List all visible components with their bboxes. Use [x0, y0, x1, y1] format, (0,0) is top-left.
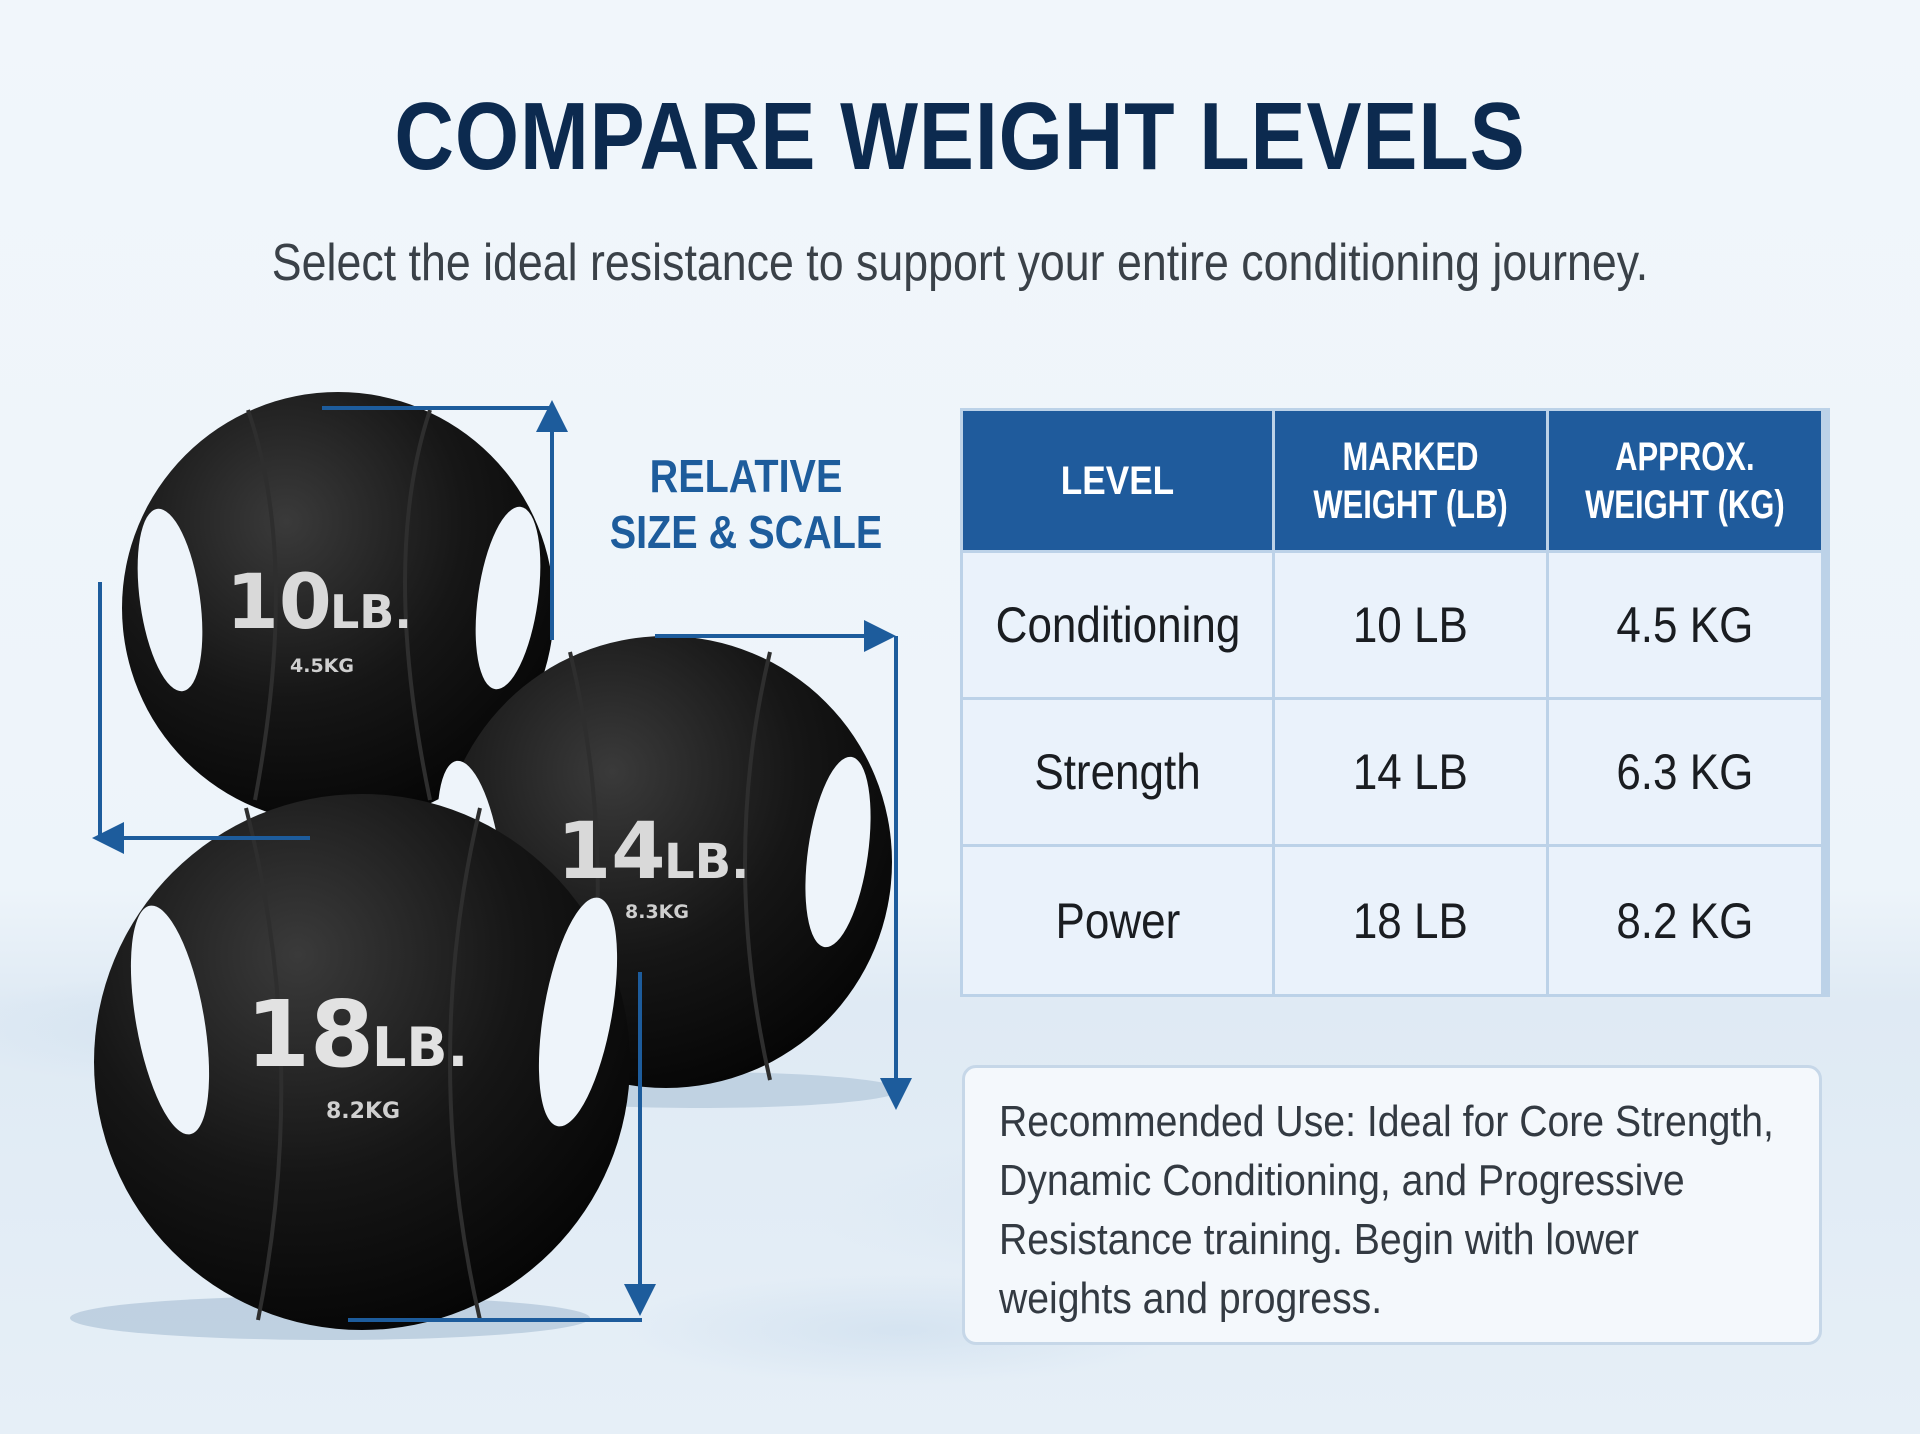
ball-weight-kg: 8.3KG	[625, 901, 689, 923]
relative-size-label-line2: SIZE & SCALE	[609, 506, 883, 558]
ball-weight-kg: 4.5KG	[290, 655, 354, 677]
cell-lb: 14 LB	[1275, 700, 1549, 847]
cell-kg: 4.5 KG	[1549, 553, 1821, 700]
page-title: COMPARE WEIGHT LEVELS	[394, 83, 1526, 190]
table-row: Strength 14 LB 6.3 KG	[963, 700, 1827, 847]
page-subtitle: Select the ideal resistance to support y…	[271, 234, 1649, 292]
ball-handle-hole	[130, 905, 210, 1135]
weight-comparison-table: LEVEL MARKED WEIGHT (LB) APPROX. WEIGHT (K…	[960, 408, 1830, 997]
ball-weight-number: 14	[557, 807, 666, 897]
header-level: LEVEL	[963, 411, 1275, 553]
relative-size-label: RELATIVE SIZE & SCALE	[591, 448, 901, 560]
recommended-use-note: Recommended Use: Ideal for Core Strength…	[962, 1065, 1822, 1345]
cell-level: Strength	[963, 700, 1275, 847]
dimension-lines	[92, 400, 912, 1322]
ball-10lb: 10 LB. 4.5KG	[122, 392, 554, 824]
recommended-use-text: Recommended Use: Ideal for Core Strength…	[999, 1097, 1774, 1323]
cell-level: Power	[963, 847, 1275, 994]
table-row: Conditioning 10 LB 4.5 KG	[963, 553, 1827, 700]
header-marked-weight: MARKED WEIGHT (LB)	[1275, 411, 1549, 553]
ball-18lb: 18 LB. 8.2KG	[94, 794, 630, 1330]
cell-lb: 18 LB	[1275, 847, 1549, 994]
cell-kg: 6.3 KG	[1549, 700, 1821, 847]
ball-handle-hole	[805, 756, 871, 948]
table-header-row: LEVEL MARKED WEIGHT (LB) APPROX. WEIGHT (K…	[963, 411, 1827, 553]
ball-weight-unit: LB.	[372, 1016, 468, 1079]
cell-kg: 8.2 KG	[1549, 847, 1821, 994]
ball-handle-hole	[538, 897, 618, 1127]
ball-weight-kg: 8.2KG	[326, 1099, 400, 1124]
ball-handle-hole	[475, 506, 541, 690]
ball-weight-unit: LB.	[330, 585, 412, 639]
table-row: Power 18 LB 8.2 KG	[963, 847, 1827, 994]
ball-weight-unit: LB.	[664, 834, 749, 890]
relative-size-label-line1: RELATIVE	[649, 450, 843, 502]
header-approx-weight: APPROX. WEIGHT (KG)	[1549, 411, 1821, 553]
cell-lb: 10 LB	[1275, 553, 1549, 700]
ball-weight-number: 18	[246, 981, 374, 1088]
ball-weight-number: 10	[226, 557, 332, 646]
ball-handle-hole	[137, 508, 203, 692]
cell-level: Conditioning	[963, 553, 1275, 700]
